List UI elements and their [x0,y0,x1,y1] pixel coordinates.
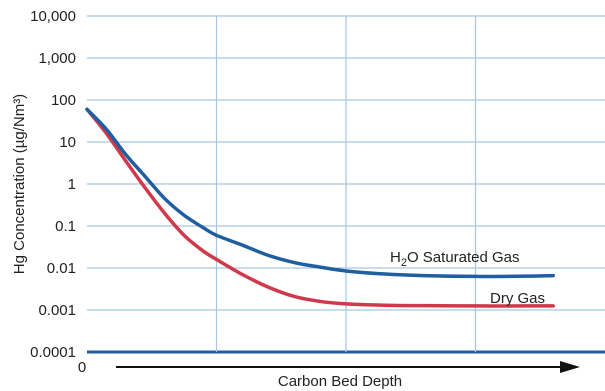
y-tick-label: 100 [51,92,76,109]
y-tick-label: 10 [59,134,76,151]
y-tick-labels: 10,000 1,000 100 10 1 0.1 0.01 0.001 0.0001 [30,8,76,361]
series-labels: H2O Saturated Gas Dry Gas [390,249,545,307]
x-axis-title: Carbon Bed Depth [278,373,402,390]
series-line-h2o-saturated [85,107,555,279]
series-layer [85,107,555,308]
y-tick-label: 10,000 [30,8,76,25]
x-tick-labels: 0 [78,359,86,376]
x-axis-arrow-head [560,361,580,373]
y-tick-label: 0.01 [47,260,76,277]
x-tick-label: 0 [78,359,86,376]
y-tick-label: 1 [68,176,76,193]
y-tick-label: 0.1 [55,218,76,235]
series-label-h2o-saturated: H2O Saturated Gas [390,249,520,269]
y-tick-label: 0.0001 [30,344,76,361]
x-axis-arrow [116,361,580,373]
y-tick-label: 1,000 [38,50,76,67]
series-line-dry-gas [85,107,555,308]
y-axis-title: Hg Concentration (µg/Nm³) [11,94,28,274]
y-tick-label: 0.001 [38,302,76,319]
series-label-dry-gas: Dry Gas [490,290,545,307]
